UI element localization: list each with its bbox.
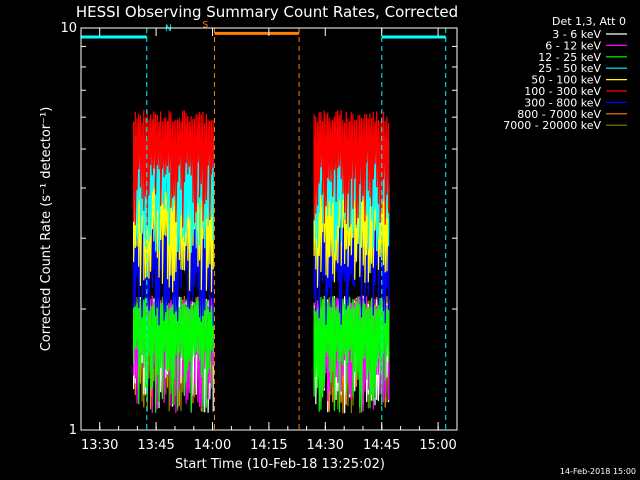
series-trace-2-1 <box>313 295 390 413</box>
flag-label-1: S <box>202 20 208 30</box>
x-axis-label: Start Time (10-Feb-18 13:25:02) <box>175 457 385 472</box>
legend-label-6: 300 - 800 keV <box>524 96 601 109</box>
y-tick-label-1: 10 <box>60 21 77 36</box>
legend-label-0: 3 - 6 keV <box>552 28 601 41</box>
legend-label-1: 6 - 12 keV <box>545 39 601 52</box>
x-tick-label-4: 14:30 <box>307 438 344 453</box>
series-trace-5-0 <box>133 109 214 228</box>
legend-label-4: 50 - 100 keV <box>531 74 601 87</box>
chart-title: HESSI Observing Summary Count Rates, Cor… <box>76 3 458 21</box>
x-tick-label-1: 13:45 <box>137 438 174 453</box>
series-trace-5-1 <box>313 110 390 227</box>
legend-label-5: 100 - 300 keV <box>524 85 601 98</box>
y-axis-label: Corrected Count Rate (s⁻¹ detector⁻¹) <box>39 107 54 352</box>
x-tick-label-0: 13:30 <box>81 438 118 453</box>
legend-label-2: 12 - 25 keV <box>538 51 601 64</box>
legend-label-8: 7000 - 20000 keV <box>503 119 601 132</box>
x-tick-label-5: 14:45 <box>363 438 400 453</box>
axes: 1 10 13:30 13:45 14:00 14:15 14:30 14:45 15:00 <box>60 21 458 453</box>
footer-date: 14-Feb-2018 15:00 <box>560 467 636 476</box>
legend-header: Det 1,3, Att 0 <box>552 15 626 28</box>
flag-label-0: N <box>165 24 172 34</box>
legend-label-3: 25 - 50 keV <box>538 62 601 75</box>
x-tick-label-2: 14:00 <box>194 438 231 453</box>
x-tick-label-3: 14:15 <box>250 438 287 453</box>
y-tick-label-0: 1 <box>69 423 77 438</box>
x-tick-label-6: 15:00 <box>419 438 456 453</box>
legend-label-7: 800 - 7000 keV <box>517 108 601 121</box>
